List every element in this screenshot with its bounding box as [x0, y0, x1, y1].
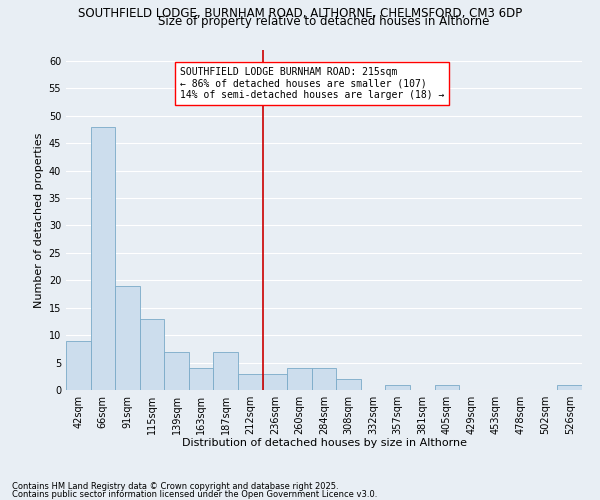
Bar [115, 286, 140, 390]
X-axis label: Distribution of detached houses by size in Althorne: Distribution of detached houses by size … [182, 438, 467, 448]
Bar [336, 379, 361, 390]
Bar [385, 384, 410, 390]
Bar [287, 368, 312, 390]
Text: SOUTHFIELD LODGE, BURNHAM ROAD, ALTHORNE, CHELMSFORD, CM3 6DP: SOUTHFIELD LODGE, BURNHAM ROAD, ALTHORNE… [78, 8, 522, 20]
Bar [434, 384, 459, 390]
Y-axis label: Number of detached properties: Number of detached properties [34, 132, 44, 308]
Bar [164, 352, 189, 390]
Bar [91, 127, 115, 390]
Bar [238, 374, 263, 390]
Bar [312, 368, 336, 390]
Title: Size of property relative to detached houses in Althorne: Size of property relative to detached ho… [158, 15, 490, 28]
Text: Contains public sector information licensed under the Open Government Licence v3: Contains public sector information licen… [12, 490, 377, 499]
Text: SOUTHFIELD LODGE BURNHAM ROAD: 215sqm
← 86% of detached houses are smaller (107): SOUTHFIELD LODGE BURNHAM ROAD: 215sqm ← … [179, 67, 444, 100]
Bar [214, 352, 238, 390]
Bar [66, 340, 91, 390]
Text: Contains HM Land Registry data © Crown copyright and database right 2025.: Contains HM Land Registry data © Crown c… [12, 482, 338, 491]
Bar [263, 374, 287, 390]
Bar [557, 384, 582, 390]
Bar [140, 318, 164, 390]
Bar [189, 368, 214, 390]
